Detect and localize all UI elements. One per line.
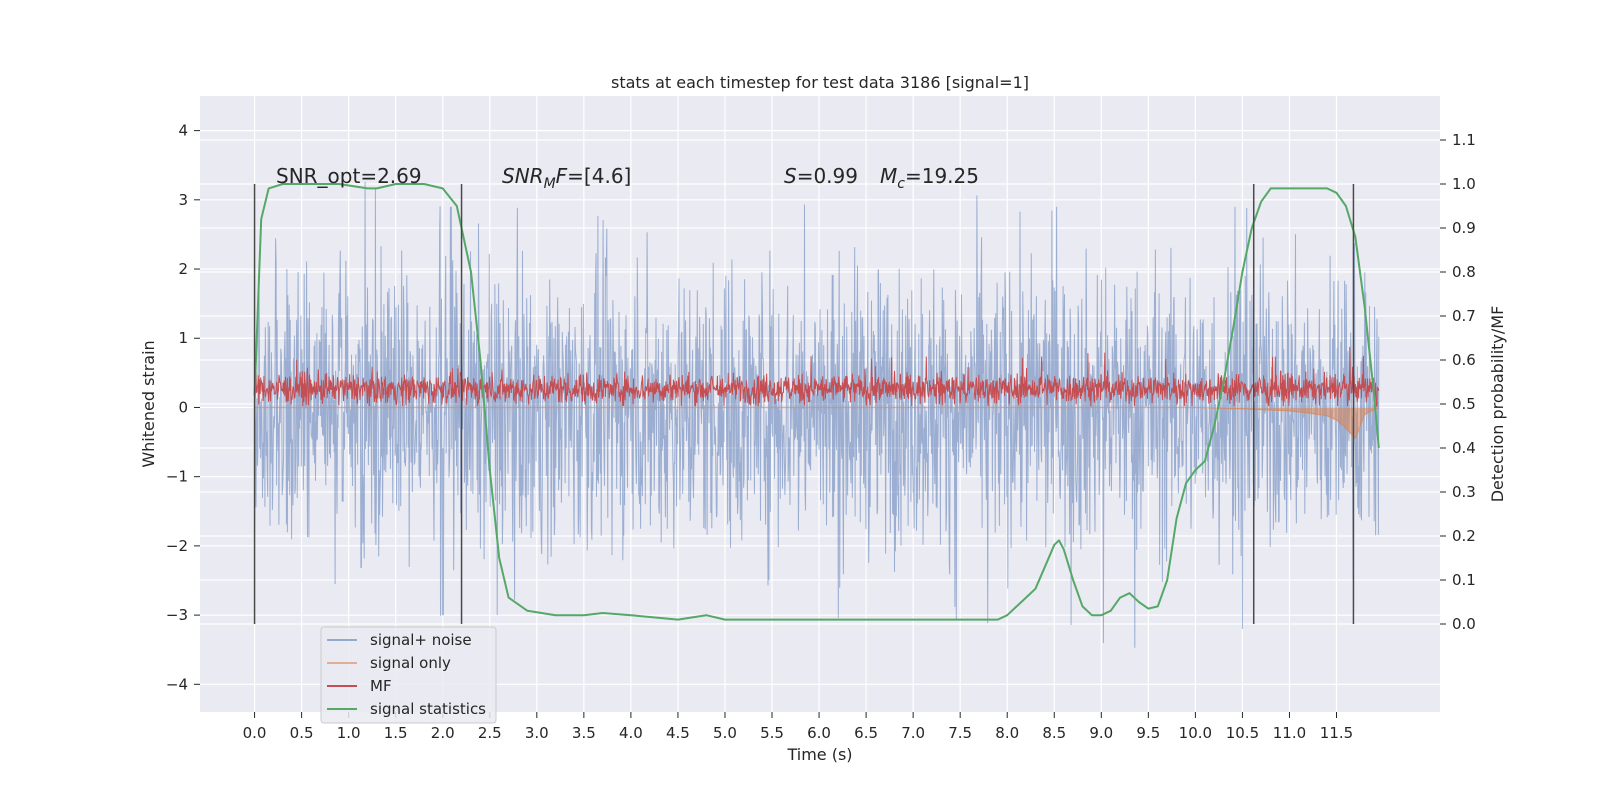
x-tick-label: 7.5 [948,724,972,742]
x-tick-label: 7.0 [901,724,925,742]
x-tick-label: 0.0 [243,724,267,742]
x-tick-label: 4.5 [666,724,690,742]
x-tick-label: 5.5 [760,724,784,742]
x-tick-label: 6.5 [854,724,878,742]
x-tick-label: 3.5 [572,724,596,742]
annotation-snr-mf: SNRMF=[4.6] [502,164,631,192]
x-tick-label: 8.5 [1042,724,1066,742]
x-tick-label: 3.0 [525,724,549,742]
y-right-tick-label: 0.9 [1452,219,1476,237]
x-tick-label: 0.5 [290,724,314,742]
y-right-tick-label: 1.0 [1452,175,1476,193]
legend-label-signal-noise: signal+ noise [370,631,472,649]
left-y-axis-label: Whitened strain [139,340,158,467]
x-tick-label: 11.5 [1320,724,1353,742]
y-right-tick-label: 0.5 [1452,395,1476,413]
annotation-s-value: =0.99 [797,164,858,188]
x-tick-label: 6.0 [807,724,831,742]
x-tick-label: 11.0 [1273,724,1306,742]
right-y-axis-label: Detection probability/MF [1488,306,1507,503]
x-tick-label: 10.5 [1226,724,1259,742]
y-left-tick-label: 0 [178,398,188,416]
annotation-mc-subscript: c [897,176,905,192]
annotations: SNR_opt=2.69 SNRMF=[4.6] S=0.99 Mc=19.25 [276,164,979,192]
series-signal-noise-line [254,181,1380,648]
y-left-tick-label: −2 [166,537,188,555]
x-tick-label: 2.5 [478,724,502,742]
annotation-snr-mf-value: =[4.6] [567,164,631,188]
y-left-tick-label: 3 [178,191,188,209]
y-right-tick-label: 0.8 [1452,263,1476,281]
x-tick-label: 8.0 [995,724,1019,742]
x-tick-label: 9.5 [1136,724,1160,742]
annotation-snr-opt: SNR_opt=2.69 [276,164,422,188]
annotation-s: S=0.99 [784,164,858,188]
series-signal-statistics-line [253,183,1380,621]
y-right-tick-label: 0.3 [1452,483,1476,501]
legend-label-signal-only: signal only [370,654,451,672]
data-layer [253,181,1380,648]
x-axis-ticks: 0.0 0.5 1.0 1.5 2.0 2.5 3.0 3.5 4.0 4.5 5.0 5.5 6.0 6… [243,712,1353,742]
y-left-tick-label: −3 [166,606,188,624]
y-right-tick-label: 0.0 [1452,615,1476,633]
y-right-tick-label: 0.6 [1452,351,1476,369]
left-y-axis-ticks: 4 3 2 1 0 −1 −2 −3 −4 [166,122,200,693]
y-right-tick-label: 0.7 [1452,307,1476,325]
x-tick-label: 9.0 [1089,724,1113,742]
y-right-tick-label: 0.2 [1452,527,1476,545]
annotation-snr-mf-symbol: SNR [502,164,544,188]
y-right-tick-label: 0.4 [1452,439,1476,457]
annotation-s-symbol: S [784,164,797,188]
x-axis-label: Time (s) [786,745,852,764]
y-right-tick-label: 0.1 [1452,571,1476,589]
x-tick-label: 1.0 [337,724,361,742]
legend-label-mf: MF [370,677,392,695]
annotation-mc-symbol: M [880,164,897,188]
legend-label-signal-statistics: signal statistics [370,700,486,718]
right-y-axis-ticks: 1.1 1.0 0.9 0.8 0.7 0.6 0.5 0.4 0.3 0.2 0.1 0.0 [1440,131,1476,633]
legend-box [320,626,497,724]
x-tick-label: 4.0 [619,724,643,742]
y-left-tick-label: −1 [166,468,188,486]
series-signal-only-line [254,406,1380,440]
vertical-markers [253,184,1355,624]
series-mf-line [254,346,1380,408]
x-tick-label: 10.0 [1179,724,1212,742]
x-tick-label: 5.0 [713,724,737,742]
x-tick-label: 1.5 [384,724,408,742]
annotation-snr-mf-tail: F [556,164,568,188]
chart-title: stats at each timestep for test data 318… [611,73,1029,92]
annotation-mc: Mc=19.25 [880,164,979,192]
y-right-tick-label: 1.1 [1452,131,1476,149]
y-left-tick-label: −4 [166,675,188,693]
annotation-mc-value: =19.25 [905,164,979,188]
y-left-tick-label: 2 [178,260,188,278]
y-left-tick-label: 1 [178,329,188,347]
y-left-tick-label: 4 [178,122,188,140]
x-tick-label: 2.0 [431,724,455,742]
annotation-snr-mf-subscript: M [544,176,556,192]
legend: signal+ noise signal only MF signal stat… [320,626,497,724]
